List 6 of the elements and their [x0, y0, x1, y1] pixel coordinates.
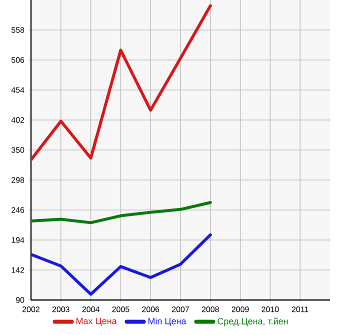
legend-label: Min Цена [148, 318, 186, 326]
legend-label: Max Цена [76, 318, 117, 326]
legend-label: Сред.Цена, т.йен [218, 318, 288, 326]
line-series [31, 4, 212, 162]
line-series [31, 233, 212, 296]
line-series [31, 201, 212, 224]
